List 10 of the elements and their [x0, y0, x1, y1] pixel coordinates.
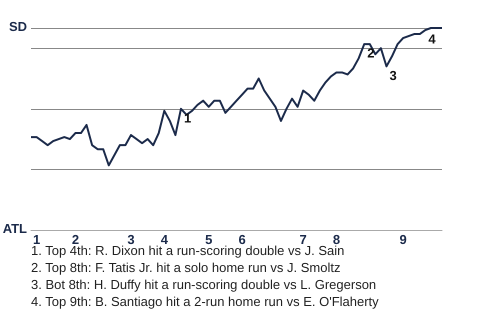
annotation: 1 — [184, 110, 192, 126]
annotation: 4 — [428, 32, 436, 47]
x-tick-label: 9 — [400, 232, 407, 247]
text: 3. Bot 8th: H. Duffy hit a run-scoring double vs L. Gregerson — [31, 277, 376, 292]
text: 4. Top 9th: B. Santiago hit a 2-run home run vs E. O'Flaherty — [31, 294, 380, 309]
text: SD — [8, 19, 28, 34]
text: ATL — [2, 221, 28, 236]
annotation: 3 — [389, 68, 397, 83]
annotation: 2 — [367, 46, 374, 61]
text: 2. Top 8th: F. Tatis Jr. hit a solo home run vs J. Smoltz — [31, 260, 340, 275]
